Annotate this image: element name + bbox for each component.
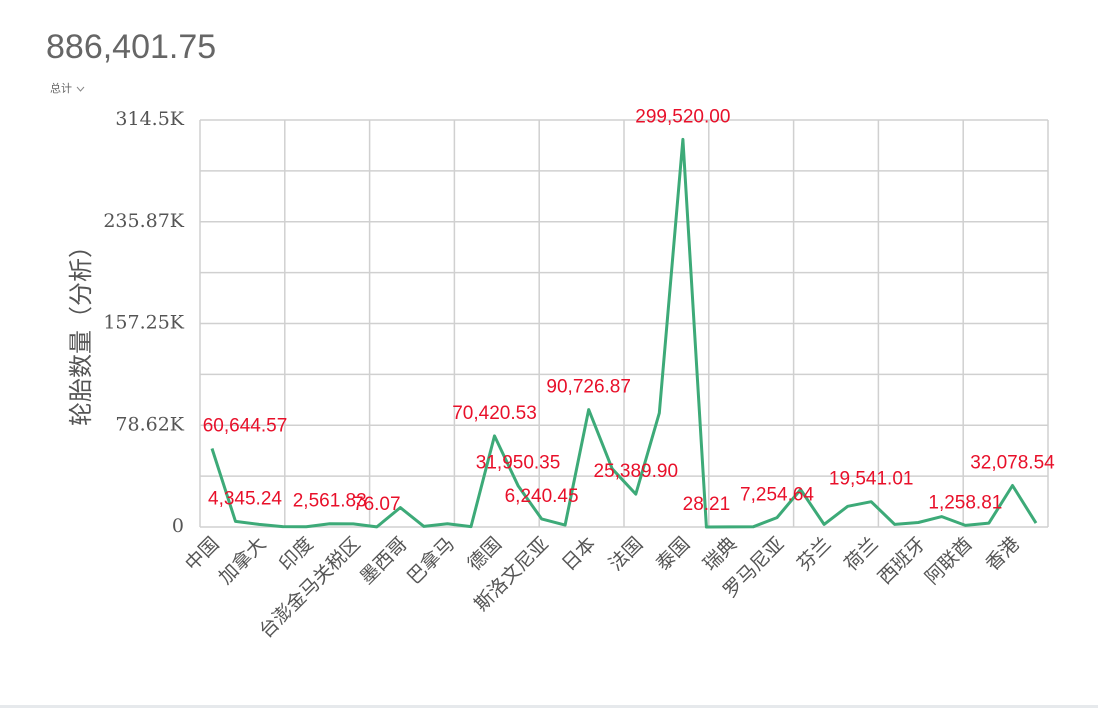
x-tick-label: 西班牙 [874, 533, 930, 589]
chevron-icon[interactable] [76, 86, 85, 92]
data-label: 60,644.57 [203, 416, 288, 437]
aggregate-label[interactable]: 总计 [50, 82, 72, 95]
series-line [210, 137, 1038, 529]
x-tick-label: 日本 [558, 533, 600, 575]
y-tick-label: 314.5K [115, 108, 184, 130]
data-label: 4,345.24 [208, 488, 282, 509]
data-label: 299,520.00 [635, 106, 730, 127]
y-tick-label: 235.87K [103, 210, 184, 232]
x-tick-label: 墨西哥 [356, 533, 412, 589]
data-label: 32,078.54 [970, 453, 1055, 474]
data-label: 1,258.81 [928, 492, 1002, 513]
x-tick-label: 巴拿马 [402, 532, 459, 589]
data-label: 19,541.01 [829, 469, 914, 490]
data-label: 90,726.87 [546, 377, 631, 398]
data-label: 28.21 [683, 494, 731, 515]
y-tick-label: 157.25K [103, 312, 184, 334]
data-label: 25,389.90 [594, 461, 679, 482]
x-tick-label: 荷兰 [840, 533, 882, 575]
x-tick-label: 加拿大 [214, 532, 271, 589]
x-tick-label: 德国 [464, 533, 506, 575]
y-axis-title: 轮胎数量（分析） [67, 234, 95, 426]
x-tick-label: 阿联酋 [921, 533, 977, 589]
total-value: 886,401.75 [46, 28, 217, 66]
y-tick-label: 78.62K [115, 413, 184, 435]
data-label: 6,240.45 [505, 486, 579, 507]
y-tick-label: 0 [172, 515, 184, 537]
x-tick-label: 香港 [981, 533, 1023, 575]
x-tick-label: 印度 [275, 533, 317, 575]
data-label: 7,254.64 [740, 485, 814, 506]
data-label: 76.07 [353, 494, 401, 515]
x-tick-label: 泰国 [652, 533, 694, 575]
x-tick-label: 瑞典 [699, 533, 741, 575]
aggregate-selector[interactable]: 总计 [50, 80, 85, 96]
data-label: 2,561.83 [293, 491, 367, 512]
x-tick-label: 中国 [181, 533, 223, 575]
data-label: 70,420.53 [452, 403, 537, 424]
x-tick-label: 芬兰 [793, 533, 835, 575]
x-tick-label: 法国 [605, 533, 647, 575]
data-label: 31,950.35 [476, 453, 561, 474]
